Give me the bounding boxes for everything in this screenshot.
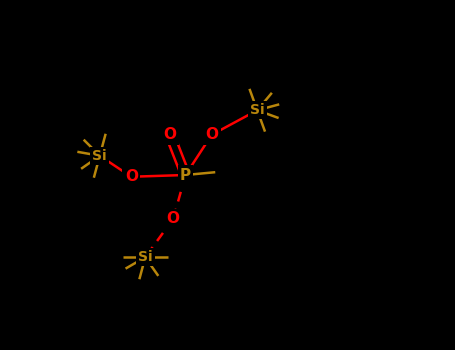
Text: P: P	[180, 168, 191, 182]
Text: O: O	[167, 211, 180, 226]
Text: O: O	[163, 127, 176, 142]
Text: O: O	[205, 127, 218, 142]
Text: O: O	[125, 169, 138, 184]
Text: Si: Si	[250, 103, 264, 117]
Text: Si: Si	[138, 250, 152, 264]
Text: Si: Si	[92, 149, 107, 163]
